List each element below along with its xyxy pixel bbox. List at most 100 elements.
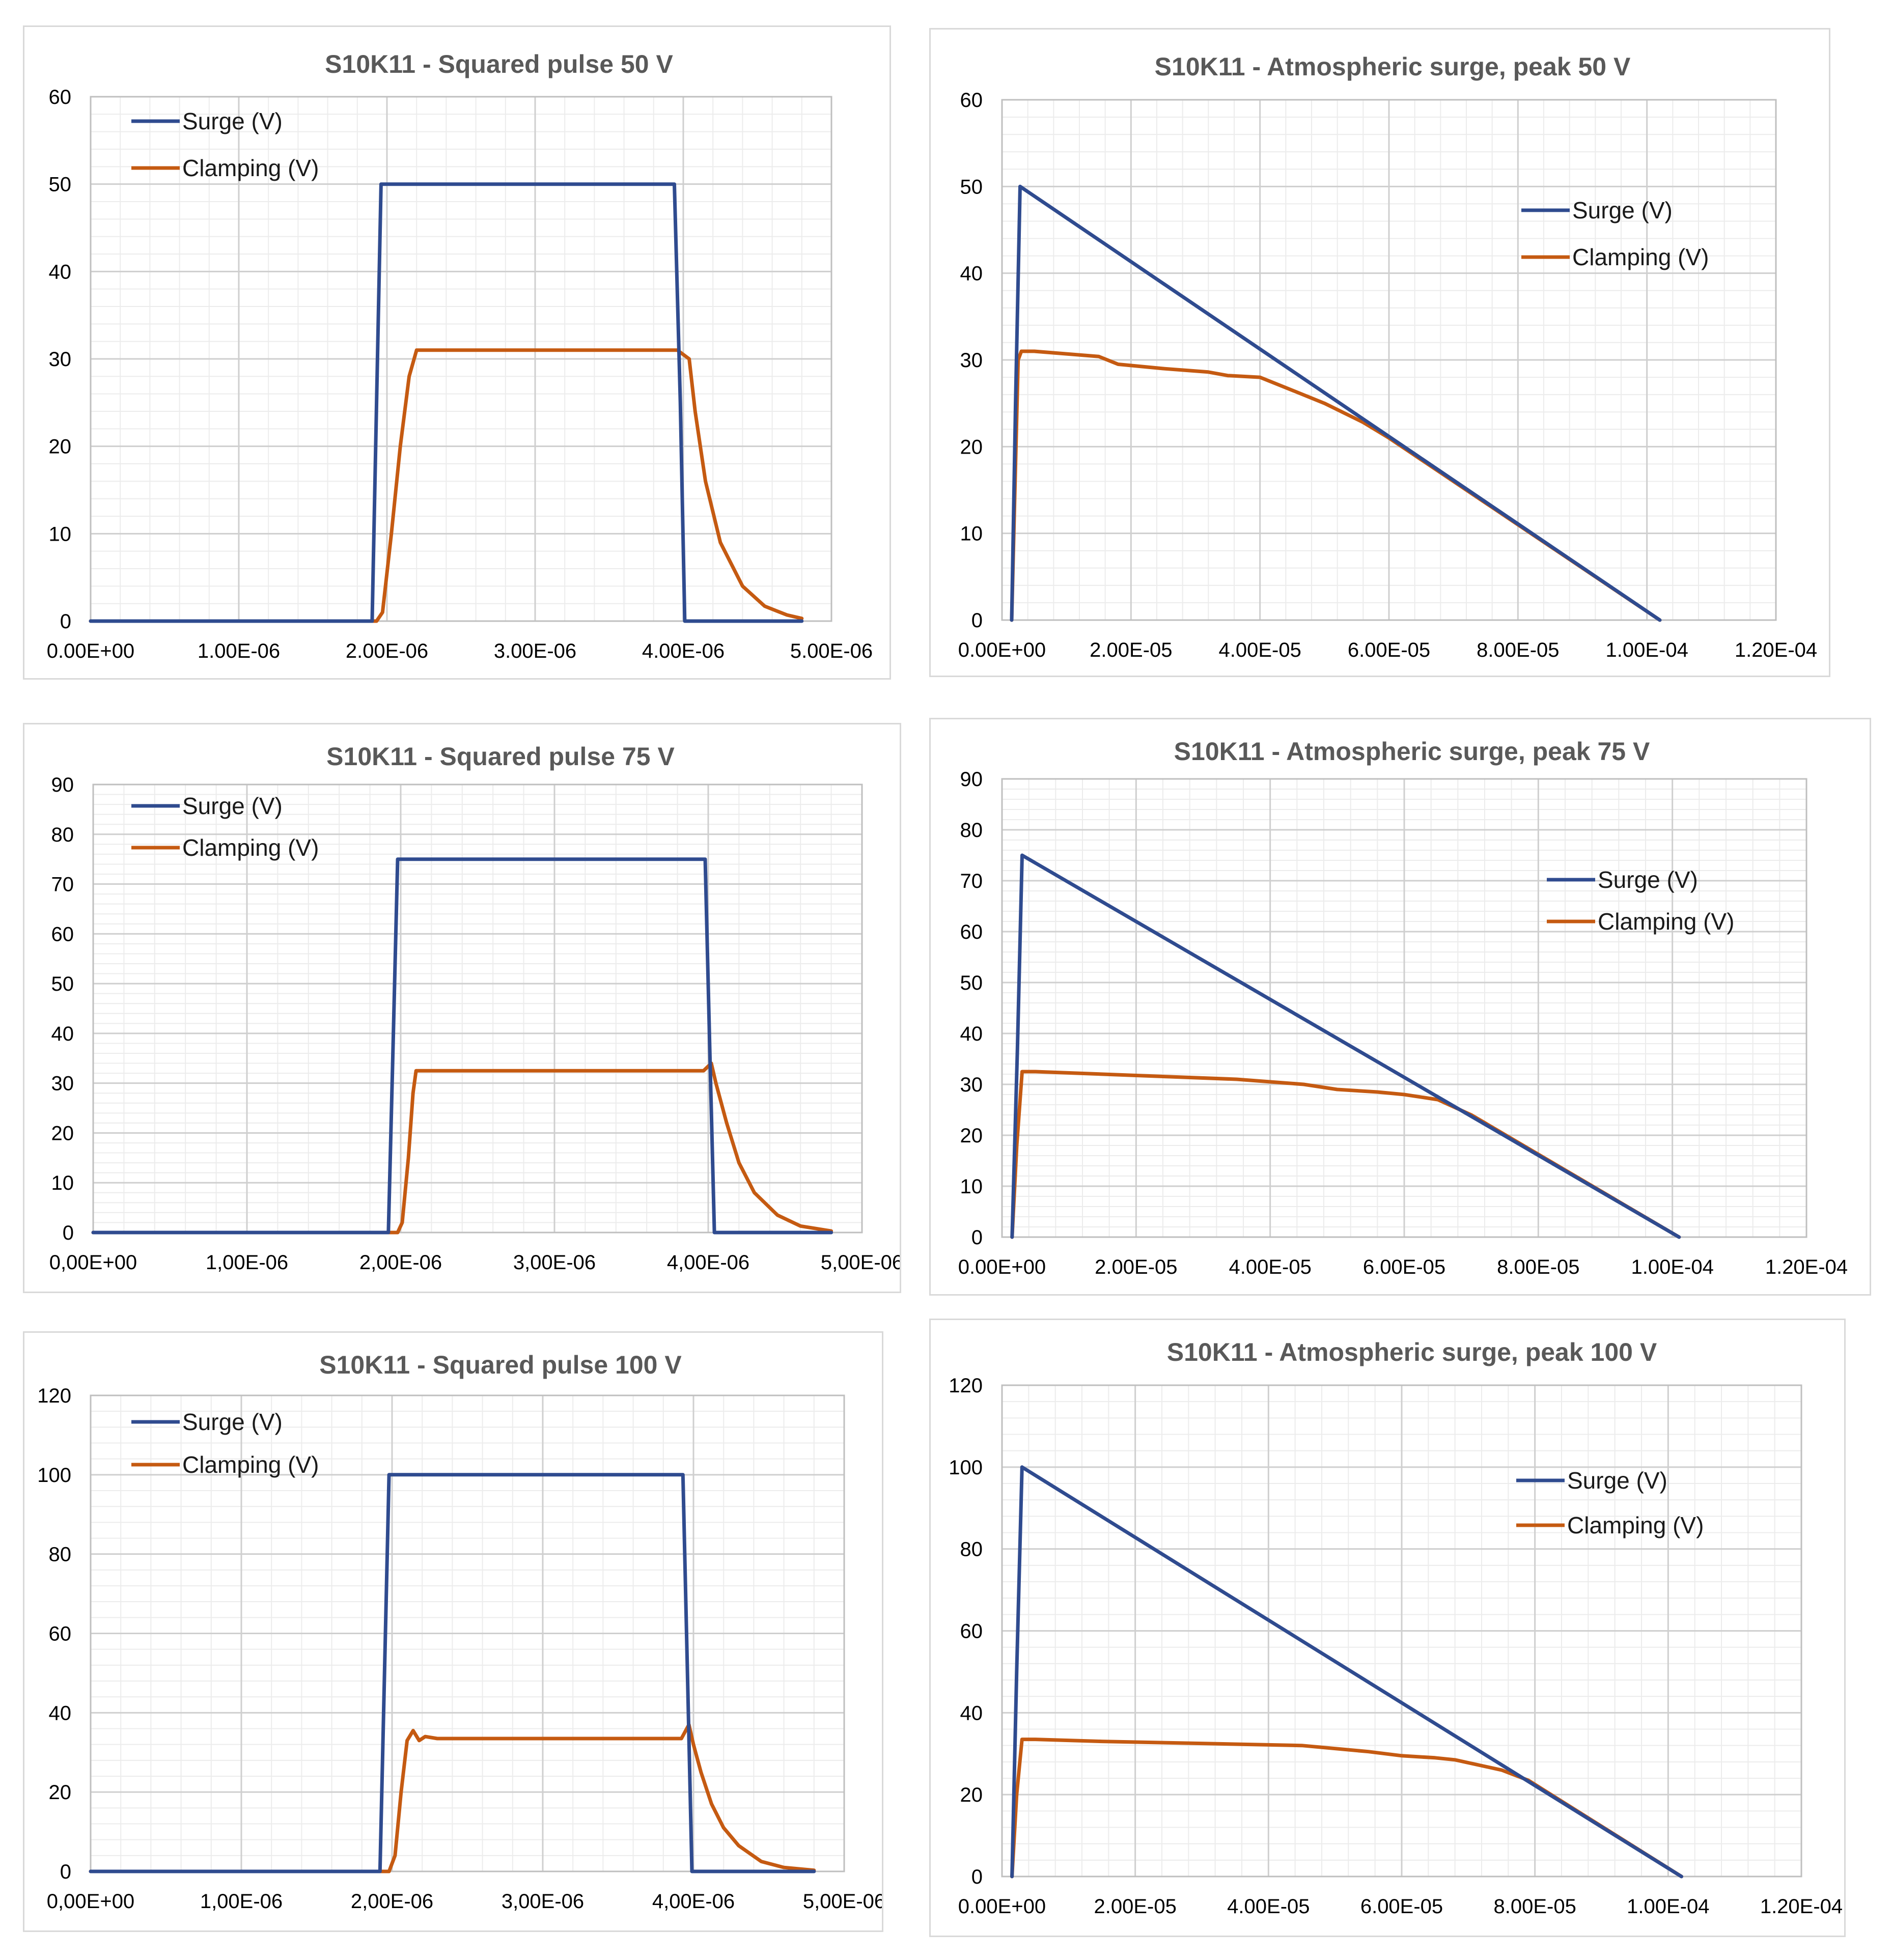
legend-label-surge: Surge (V): [1572, 197, 1673, 223]
y-tick-label: 30: [51, 1073, 74, 1095]
chart-svg: S10K11 - Atmospheric surge, peak 75 V 0.…: [958, 737, 1848, 1278]
x-tick-label: 2.00E-05: [1094, 1895, 1176, 1918]
x-tick-label: 0,00E+00: [49, 1251, 137, 1274]
series-line-clamping: [1010, 349, 1662, 622]
y-tick-label: 80: [51, 824, 74, 846]
x-tick-label: 1.20E-04: [1765, 1256, 1848, 1278]
y-tick-label: 20: [51, 1122, 74, 1144]
legend: Surge (V) Clamping (V): [131, 1409, 319, 1478]
y-axis-tick-labels: 0 10 20 30 40 50 60: [49, 86, 72, 633]
x-tick-label: 0.00E+00: [958, 1895, 1046, 1918]
y-axis-tick-labels: 0 10 20 30 40 50 60 70 80 90: [960, 768, 983, 1249]
legend: Surge (V) Clamping (V): [131, 108, 319, 181]
y-tick-label: 40: [960, 1023, 983, 1045]
x-tick-label: 4.00E-05: [1227, 1895, 1310, 1918]
chart-svg: S10K11 - Squared pulse 100 V 0,00E+00 1,0…: [37, 1351, 882, 1913]
y-tick-label: 120: [37, 1385, 71, 1407]
chart-svg: S10K11 - Atmospheric surge, peak 100 V 0…: [949, 1338, 1843, 1918]
x-tick-label: 5,00E-06: [821, 1251, 900, 1274]
legend-label-clamping: Clamping (V): [182, 834, 319, 861]
y-tick-label: 10: [960, 1175, 983, 1198]
y-tick-label: 50: [51, 973, 74, 995]
y-tick-label: 0: [971, 1226, 983, 1249]
x-tick-label: 3,00E-06: [502, 1890, 584, 1913]
y-tick-label: 100: [949, 1457, 983, 1479]
y-tick-label: 10: [51, 1172, 74, 1194]
plot-area-frame: [90, 1394, 845, 1872]
series-line-clamping: [1010, 1738, 1683, 1879]
y-tick-label: 0: [971, 609, 983, 632]
y-axis-tick-labels: 0 20 40 60 80 100 120: [37, 1385, 71, 1883]
gridlines: [1001, 99, 1777, 621]
x-tick-label: 6.00E-05: [1348, 639, 1430, 661]
y-tick-label: 30: [960, 1074, 983, 1096]
x-tick-label: 1.00E-04: [1631, 1256, 1713, 1278]
x-tick-label: 8.00E-05: [1497, 1256, 1579, 1278]
series-line-clamping: [1010, 1070, 1681, 1239]
series-line-clamping: [89, 1723, 816, 1873]
y-tick-label: 30: [49, 348, 72, 371]
x-tick-label: 6.00E-05: [1363, 1256, 1445, 1278]
chart-atmospheric-surge-50v: S10K11 - Atmospheric surge, peak 50 V 0.…: [929, 28, 1830, 677]
chart-atmospheric-surge-75v: S10K11 - Atmospheric surge, peak 75 V 0.…: [929, 718, 1871, 1296]
legend-label-clamping: Clamping (V): [182, 1451, 319, 1478]
x-axis-tick-labels: 0.00E+00 1.00E-06 2.00E-06 3.00E-06 4.00E-06…: [47, 640, 873, 662]
y-tick-label: 0: [971, 1866, 983, 1888]
chart-squared-pulse-75v: S10K11 - Squared pulse 75 V 0,00E+00 1,00…: [23, 723, 901, 1293]
y-tick-label: 80: [960, 1538, 983, 1561]
y-tick-label: 60: [960, 1620, 983, 1643]
y-tick-label: 100: [37, 1464, 71, 1487]
x-axis-tick-labels: 0.00E+00 2.00E-05 4.00E-05 6.00E-05 8.00E-05…: [958, 639, 1817, 661]
plot-area-frame: [1001, 778, 1807, 1238]
legend-label-clamping: Clamping (V): [1598, 908, 1734, 935]
y-tick-label: 70: [960, 870, 983, 892]
chart-squared-pulse-50v: S10K11 - Squared pulse 50 V 0.00E+00 1.00…: [23, 25, 891, 680]
y-tick-label: 90: [960, 768, 983, 791]
x-tick-label: 1.00E-04: [1605, 639, 1688, 661]
x-tick-label: 3,00E-06: [513, 1251, 596, 1274]
y-tick-label: 10: [960, 523, 983, 545]
y-tick-label: 40: [49, 1702, 72, 1724]
x-tick-label: 4.00E-05: [1229, 1256, 1311, 1278]
x-axis-tick-labels: 0,00E+00 1,00E-06 2,00E-06 3,00E-06 4,00E-06…: [47, 1890, 882, 1913]
x-tick-label: 2,00E-06: [359, 1251, 442, 1274]
y-tick-label: 0: [60, 1861, 71, 1883]
y-tick-label: 20: [960, 436, 983, 458]
y-tick-label: 40: [49, 261, 72, 283]
series-line-surge: [89, 182, 804, 623]
series-line-surge: [89, 1473, 816, 1873]
chart-title: S10K11 - Atmospheric surge, peak 75 V: [1174, 737, 1650, 766]
gridlines: [1001, 778, 1807, 1238]
chart-title: S10K11 - Squared pulse 75 V: [326, 742, 675, 771]
x-tick-label: 3.00E-06: [494, 640, 576, 662]
x-tick-label: 8.00E-05: [1493, 1895, 1576, 1918]
y-tick-label: 90: [51, 774, 74, 796]
series-line-clamping: [91, 1061, 833, 1235]
y-tick-label: 20: [49, 1781, 72, 1804]
chart-svg: S10K11 - Atmospheric surge, peak 50 V 0.…: [958, 52, 1817, 661]
x-tick-label: 0.00E+00: [958, 1256, 1046, 1278]
y-tick-label: 0: [60, 610, 71, 633]
x-tick-label: 0.00E+00: [958, 639, 1046, 661]
plot-area-frame: [1001, 99, 1777, 621]
legend-label-clamping: Clamping (V): [1572, 244, 1709, 270]
x-tick-label: 4,00E-06: [652, 1890, 735, 1913]
x-tick-label: 4.00E-05: [1218, 639, 1301, 661]
x-tick-label: 0,00E+00: [47, 1890, 134, 1913]
x-tick-label: 1,00E-06: [206, 1251, 288, 1274]
x-tick-label: 2.00E-05: [1090, 639, 1172, 661]
x-tick-label: 2,00E-06: [351, 1890, 433, 1913]
series-line-surge: [1010, 184, 1662, 622]
legend-label-surge: Surge (V): [1567, 1467, 1667, 1494]
y-axis-tick-labels: 0 10 20 30 40 50 60 70 80 90: [51, 774, 74, 1244]
y-tick-label: 80: [960, 819, 983, 842]
y-tick-label: 50: [960, 972, 983, 994]
legend-label-surge: Surge (V): [1598, 866, 1698, 893]
y-tick-label: 50: [49, 174, 72, 196]
plot-area-frame: [90, 96, 832, 622]
plot-area-frame: [1001, 1384, 1802, 1878]
x-tick-label: 1,00E-06: [200, 1890, 283, 1913]
y-tick-label: 20: [49, 436, 72, 458]
x-axis-tick-labels: 0.00E+00 2.00E-05 4.00E-05 6.00E-05 8.00E-05…: [958, 1256, 1848, 1278]
legend-label-surge: Surge (V): [182, 793, 283, 819]
